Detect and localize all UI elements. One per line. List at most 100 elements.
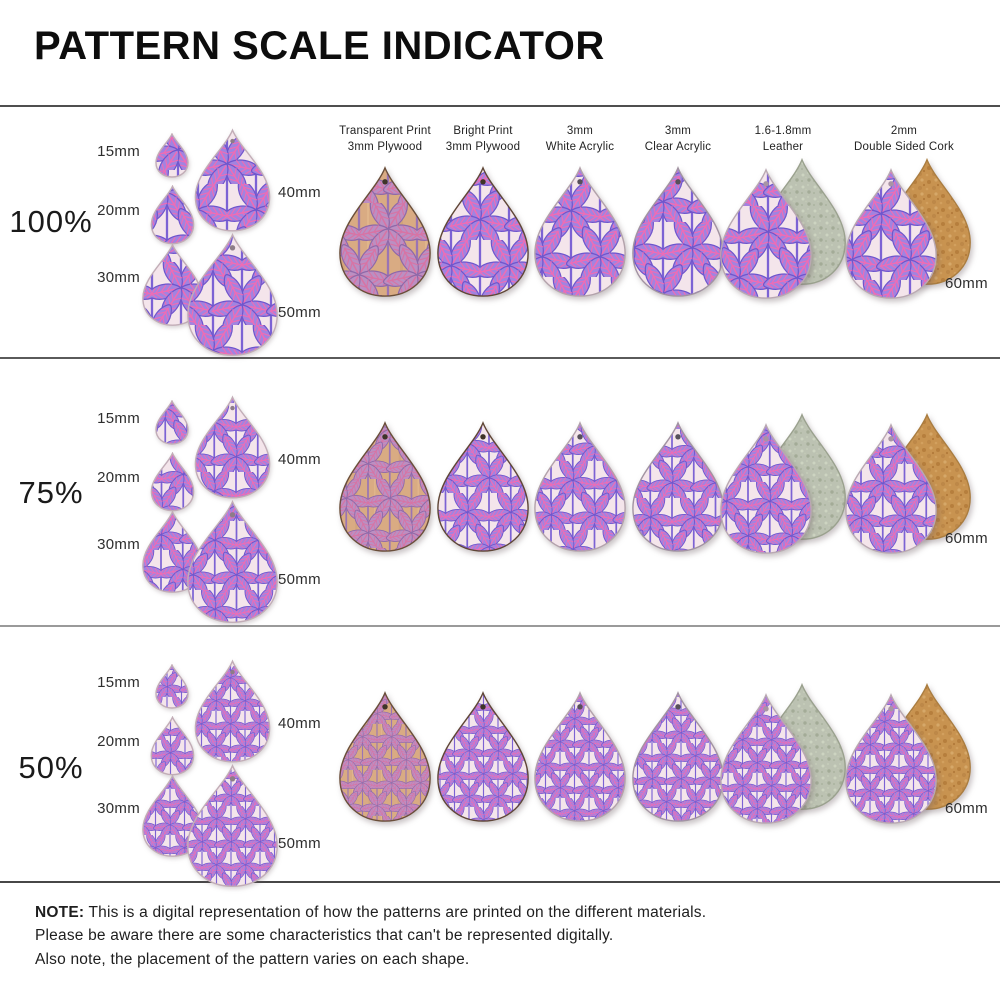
material-teardrop-clear-acrylic xyxy=(632,166,724,297)
material-teardrop-leather xyxy=(720,693,812,824)
hang-hole xyxy=(675,434,681,440)
size-label-20mm: 20mm xyxy=(97,733,140,750)
hang-hole xyxy=(888,436,894,442)
material-teardrop-transparent-plywood xyxy=(339,421,431,552)
hang-hole xyxy=(382,179,388,185)
sample-teardrop-30mm xyxy=(142,243,203,326)
hang-hole xyxy=(480,704,486,710)
material-teardrop-bright-plywood xyxy=(437,691,529,822)
material-pair-cork xyxy=(843,412,981,562)
material-teardrop-cork xyxy=(845,168,937,299)
column-header-line2: 3mm Plywood xyxy=(445,141,521,154)
column-header-line1: 1.6-1.8mm xyxy=(754,125,812,137)
hang-hole xyxy=(229,512,236,518)
column-header-line1: Bright Print xyxy=(453,125,513,137)
material-teardrop-transparent-plywood xyxy=(339,166,431,297)
column-header-white-acrylic: 3mm White Acrylic xyxy=(505,123,655,155)
hang-hole xyxy=(230,138,235,144)
note-line-1: NOTE: This is a digital representation o… xyxy=(35,904,707,921)
material-pair-leather xyxy=(718,412,856,562)
material-teardrop-clear-acrylic xyxy=(632,421,724,552)
hang-hole xyxy=(675,179,681,185)
section-divider xyxy=(0,105,1000,107)
page-title: PATTERN SCALE INDICATOR xyxy=(34,24,605,68)
material-pair-cork xyxy=(843,157,981,307)
column-header-line1: 3mm xyxy=(566,125,594,137)
column-header-line2: 3mm Plywood xyxy=(347,141,423,154)
material-teardrop-white-acrylic xyxy=(534,166,626,297)
material-teardrop-bright-plywood xyxy=(437,421,529,552)
column-header-line2: Leather xyxy=(762,141,804,154)
material-teardrop-bright-plywood xyxy=(437,166,529,297)
material-teardrop-white-acrylic xyxy=(534,691,626,822)
material-teardrop-clear-acrylic xyxy=(632,691,724,822)
size-label-15mm: 15mm xyxy=(97,143,140,160)
column-header-bright-plywood: Bright Print 3mm Plywood xyxy=(408,123,558,155)
scale-section-100%: 100% 15mm 20mm 30mm 40mm 50mm Transparent Prin… xyxy=(0,107,1000,357)
hang-hole xyxy=(888,181,894,187)
hang-hole xyxy=(763,181,769,187)
hang-hole xyxy=(577,704,583,710)
size-label-50mm: 50mm xyxy=(278,835,321,852)
size-label-30mm: 30mm xyxy=(97,800,140,817)
size-label-40mm: 40mm xyxy=(278,184,321,201)
hang-hole xyxy=(230,405,235,411)
material-teardrop-transparent-plywood xyxy=(339,691,431,822)
size-label-20mm: 20mm xyxy=(97,202,140,219)
sample-teardrop-15mm xyxy=(155,400,189,445)
hang-hole xyxy=(382,704,388,710)
sample-teardrop-30mm xyxy=(142,774,203,857)
size-label-50mm: 50mm xyxy=(278,571,321,588)
sample-teardrop-50mm xyxy=(187,499,278,624)
material-size-label: 60mm xyxy=(945,800,988,817)
material-teardrop-cork xyxy=(845,423,937,554)
material-teardrop-leather xyxy=(720,423,812,554)
sample-teardrop-40mm xyxy=(194,395,271,499)
material-pair-leather xyxy=(718,157,856,307)
hang-hole xyxy=(763,436,769,442)
hang-hole xyxy=(382,434,388,440)
hang-hole xyxy=(577,434,583,440)
size-label-50mm: 50mm xyxy=(278,304,321,321)
material-size-label: 60mm xyxy=(945,530,988,547)
column-header-line1: Transparent Print xyxy=(339,125,431,137)
sample-teardrop-15mm xyxy=(155,664,189,709)
sample-teardrop-40mm xyxy=(194,128,271,232)
size-label-30mm: 30mm xyxy=(97,269,140,286)
material-size-label: 60mm xyxy=(945,275,988,292)
hang-hole xyxy=(577,179,583,185)
note-label: NOTE: xyxy=(35,904,85,921)
material-teardrop-cork xyxy=(845,693,937,824)
scale-row-label: 100% xyxy=(9,204,93,239)
section-divider xyxy=(0,625,1000,627)
hang-hole xyxy=(230,669,235,675)
column-header-line1: 3mm xyxy=(664,125,692,137)
size-label-15mm: 15mm xyxy=(97,410,140,427)
sample-teardrop-50mm xyxy=(187,232,278,357)
material-pair-cork xyxy=(843,682,981,832)
sample-teardrop-30mm xyxy=(142,510,203,593)
material-pair-leather xyxy=(718,682,856,832)
hang-hole xyxy=(480,179,486,185)
hang-hole xyxy=(675,704,681,710)
column-header-line2: Clear Acrylic xyxy=(644,141,712,154)
hang-hole xyxy=(229,245,236,251)
note-line-2: Please be aware there are some character… xyxy=(35,927,614,945)
scale-row-label: 75% xyxy=(18,475,84,510)
column-header-leather: 1.6-1.8mm Leather xyxy=(708,123,858,155)
size-label-30mm: 30mm xyxy=(97,536,140,553)
size-label-40mm: 40mm xyxy=(278,715,321,732)
column-header-line2: White Acrylic xyxy=(545,141,615,154)
size-label-40mm: 40mm xyxy=(278,451,321,468)
section-divider xyxy=(0,881,1000,883)
material-teardrop-leather xyxy=(720,168,812,299)
section-divider xyxy=(0,357,1000,359)
size-label-15mm: 15mm xyxy=(97,674,140,691)
sample-teardrop-40mm xyxy=(194,659,271,763)
scale-section-50%: 50% 15mm 20mm 30mm 40mm 50mm 60mm xyxy=(0,626,1000,888)
hang-hole xyxy=(229,776,236,782)
column-header-line1: 2mm xyxy=(890,125,918,137)
column-header-line2: Double Sided Cork xyxy=(854,141,954,154)
note-line-3: Also note, the placement of the pattern … xyxy=(35,950,470,968)
